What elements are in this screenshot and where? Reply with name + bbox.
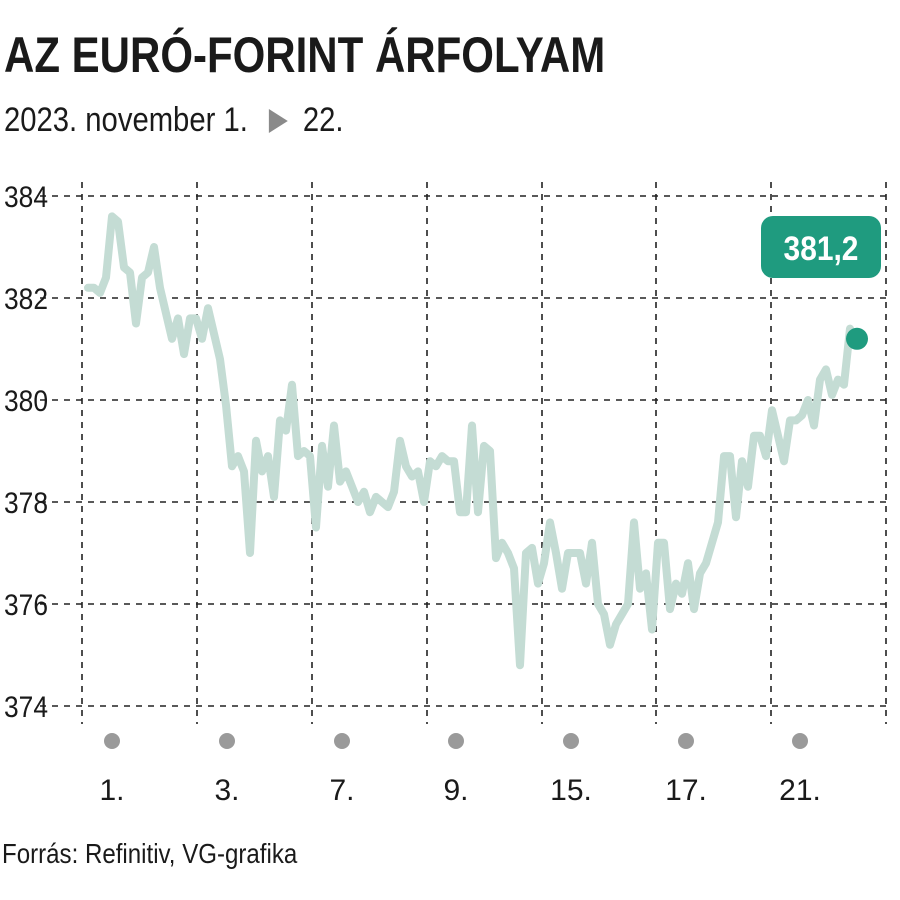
y-tick-label: 376 bbox=[4, 587, 48, 621]
y-tick-label: 382 bbox=[4, 281, 48, 315]
x-tick-label: 1. bbox=[99, 774, 124, 807]
last-value-label: 381,2 bbox=[784, 229, 859, 267]
y-axis-ticks: 384 382 380 378 376 374 bbox=[4, 179, 48, 723]
last-value-badge bbox=[761, 216, 881, 278]
x-tick-dot bbox=[678, 733, 694, 749]
last-value-dot bbox=[846, 327, 868, 350]
x-tick-label: 21. bbox=[779, 774, 821, 807]
date-range-subtitle: 2023. november 1. 22. bbox=[4, 101, 344, 140]
x-tick-dot bbox=[219, 733, 235, 749]
x-tick-label: 17. bbox=[665, 774, 707, 807]
y-tick-label: 374 bbox=[4, 689, 48, 723]
chart-title: AZ EURÓ-FORINT ÁRFOLYAM bbox=[4, 27, 606, 83]
x-tick-label: 7. bbox=[329, 774, 354, 807]
x-tick-dot bbox=[448, 733, 464, 749]
y-tick-label: 380 bbox=[4, 383, 48, 417]
series-layer bbox=[84, 212, 868, 670]
triangle-right-icon bbox=[268, 108, 288, 133]
x-tick-dot bbox=[104, 733, 120, 749]
last-value-callout: 381,2 bbox=[761, 216, 881, 278]
date-range-end: 22. bbox=[302, 101, 344, 139]
grid bbox=[40, 182, 887, 724]
y-tick-label: 378 bbox=[4, 485, 48, 519]
x-tick-label: 15. bbox=[550, 774, 592, 807]
date-range-start: 2023. november 1. bbox=[4, 101, 248, 139]
x-tick-dot bbox=[563, 733, 579, 749]
y-tick-label: 384 bbox=[4, 179, 48, 213]
x-tick-dot bbox=[792, 733, 808, 749]
source-note: Forrás: Refinitiv, VG-grafika bbox=[2, 838, 298, 869]
x-axis-ticks: 1. 3. 7. 9. 15. 17. 21. bbox=[99, 733, 821, 807]
x-tick-label: 9. bbox=[443, 774, 468, 807]
x-tick-dot bbox=[334, 733, 350, 749]
x-tick-label: 3. bbox=[214, 774, 239, 807]
series-line bbox=[84, 212, 854, 670]
